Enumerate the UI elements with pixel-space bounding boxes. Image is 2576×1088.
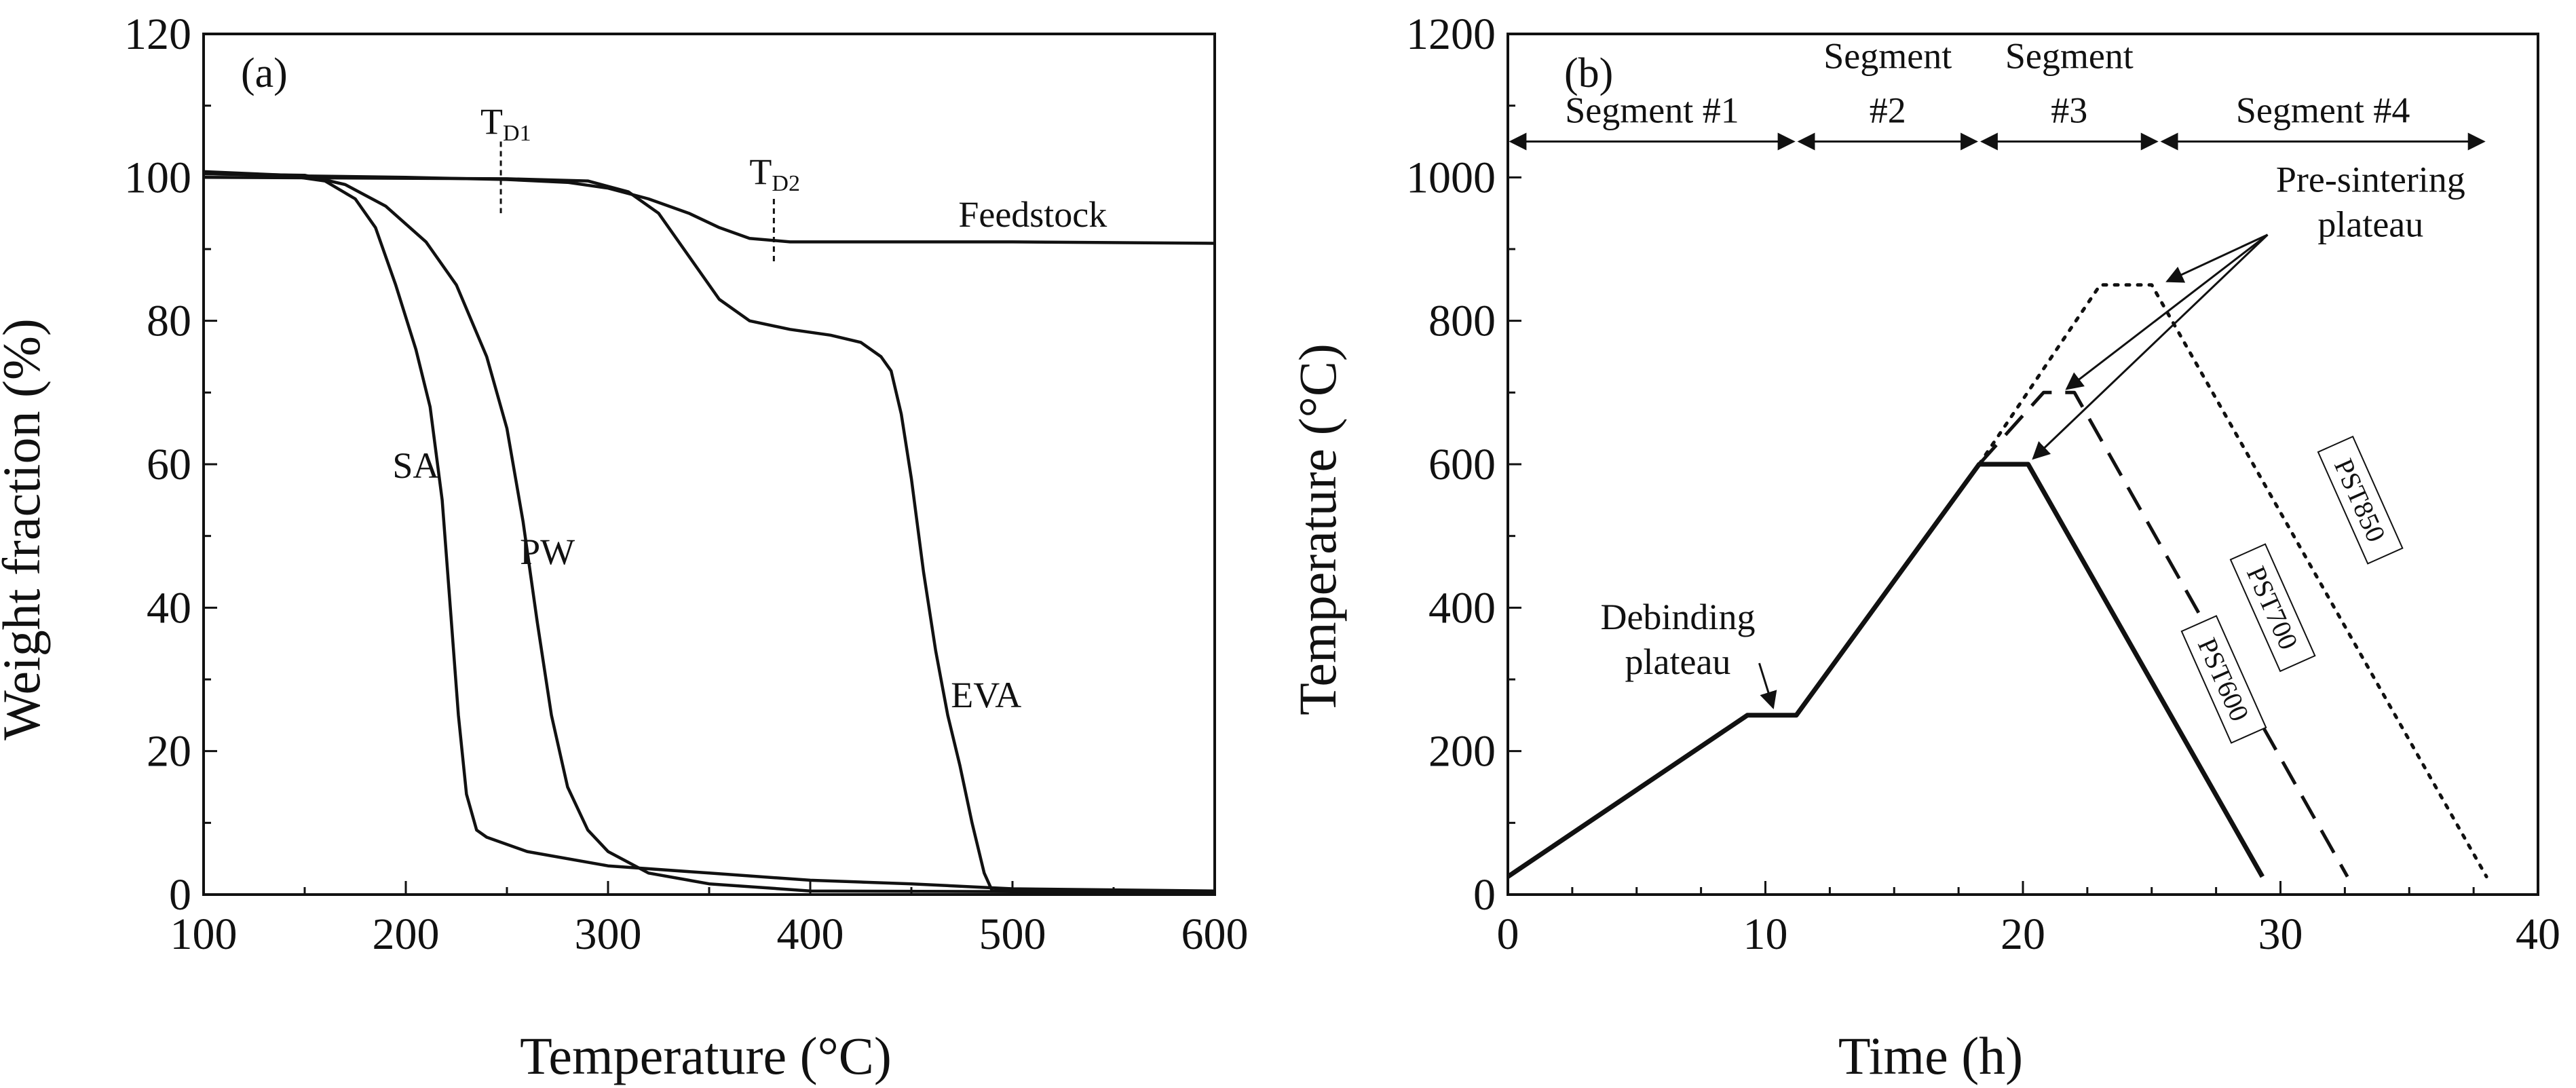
chart-b-annotation-arrow: [2065, 233, 2269, 390]
chart-b-xtick-label: 0: [1497, 909, 1519, 959]
chart-b-ytick-label: 400: [1428, 583, 1496, 633]
chart-b-ylabel: Temperature (°C): [1288, 343, 1347, 715]
chart-a-series-eva-line: [203, 176, 1215, 893]
chart-a-plot-frame: [202, 33, 1216, 896]
chart-a-annotation-label: TD2: [749, 151, 800, 196]
chart-b-segment-label-line2: #3: [2051, 90, 2087, 131]
chart-b-segment-label-line2: #2: [1870, 90, 1906, 131]
chart-b-annotation-label: Debinding: [1600, 597, 1755, 637]
chart-a-ytick-label: 100: [124, 153, 191, 202]
chart-a-annotation-label: TD1: [480, 101, 531, 146]
chart-b-series-label: PST600: [2192, 633, 2256, 726]
chart-a-series-eva-label: EVA: [951, 675, 1021, 715]
chart-b-xtick-label: 10: [1743, 909, 1788, 959]
chart-b-annotation-arrow: [2165, 233, 2269, 283]
chart-a-ytick-label: 60: [147, 440, 191, 489]
chart-b-xtick-label: 20: [2001, 909, 2045, 959]
chart-b-series-label-box-pst700: PST700: [2229, 543, 2316, 673]
chart-b-xtick-label: 40: [2516, 909, 2560, 959]
chart-a-series-pw-label: PW: [520, 531, 575, 572]
chart-b-ytick-label: 600: [1428, 440, 1496, 489]
chart-a-series-pw-line: [203, 172, 1215, 895]
chart-b-series-label-frame: [2229, 543, 2316, 673]
chart-a: Weight fraction (%) Temperature (°C) (a)…: [0, 10, 1249, 1085]
chart-a-ytick-label: 40: [147, 583, 191, 633]
chart-b-ytick-label: 1000: [1406, 153, 1496, 202]
chart-b-series-label-frame: [2317, 435, 2404, 565]
chart-b-annotation-label-line2: plateau: [1625, 641, 1731, 682]
chart-a-series-sa-label: SA: [392, 445, 439, 486]
chart-b-segment-label: Segment #4: [2236, 90, 2410, 131]
chart-b-series-label-box-pst600: PST600: [2180, 615, 2267, 744]
chart-a-series-sa-line: [203, 172, 1215, 893]
chart-a-ytick-label: 120: [124, 10, 191, 59]
chart-a-ytick-label: 80: [147, 297, 191, 346]
chart-a-ytick-label: 20: [147, 727, 191, 776]
chart-a-ytick-label: 0: [169, 870, 191, 920]
chart-b-ytick-label: 0: [1473, 870, 1496, 920]
chart-b-xlabel: Time (h): [1838, 1026, 2023, 1085]
chart-b-series-pst850-line: [1977, 283, 2488, 879]
chart-a-xtick-label: 600: [1181, 909, 1249, 959]
chart-b-series-pst600-line: [1507, 462, 2265, 879]
chart-b-series-label-box-pst850: PST850: [2317, 435, 2404, 565]
chart-a-xtick-label: 100: [170, 909, 238, 959]
chart-a-xtick-label: 300: [575, 909, 642, 959]
chart-b-ytick-label: 200: [1428, 727, 1496, 776]
chart-a-panel-label: (a): [241, 50, 288, 96]
chart-a-ylabel: Weight fraction (%): [0, 318, 51, 740]
chart-a-xtick-label: 400: [777, 909, 844, 959]
chart-b-annotation-arrow: [1758, 662, 1777, 710]
chart-b-ytick-label: 1200: [1406, 10, 1496, 59]
chart-a-series-feedstock-label: Feedstock: [958, 194, 1107, 235]
chart-b-annotation-label: Pre-sintering: [2276, 159, 2465, 200]
chart-b-series-label-frame: [2180, 615, 2267, 744]
chart-b-segment-label: Segment: [1823, 36, 1952, 77]
chart-b-xtick-label: 30: [2258, 909, 2303, 959]
chart-b-series-label: PST700: [2241, 561, 2305, 654]
chart-a-series-feedstock-line: [203, 170, 1215, 245]
chart-a-xlabel: Temperature (°C): [520, 1026, 892, 1085]
chart-b-segment-label: Segment: [2005, 36, 2134, 77]
chart-b-annotation-label-line2: plateau: [2317, 204, 2423, 244]
chart-b-panel-label: (b): [1564, 50, 1613, 96]
chart-b-segment-label: Segment #1: [1565, 90, 1739, 131]
chart-b: Temperature (°C) Time (h) (b) 0 10 20 30 400…: [1288, 10, 2560, 1085]
chart-b-ytick-label: 800: [1428, 297, 1496, 346]
chart-a-xtick-label: 500: [979, 909, 1046, 959]
chart-b-series-label: PST850: [2328, 454, 2392, 546]
chart-b-annotation-arrow: [2032, 233, 2269, 460]
chart-a-xtick-label: 200: [373, 909, 440, 959]
